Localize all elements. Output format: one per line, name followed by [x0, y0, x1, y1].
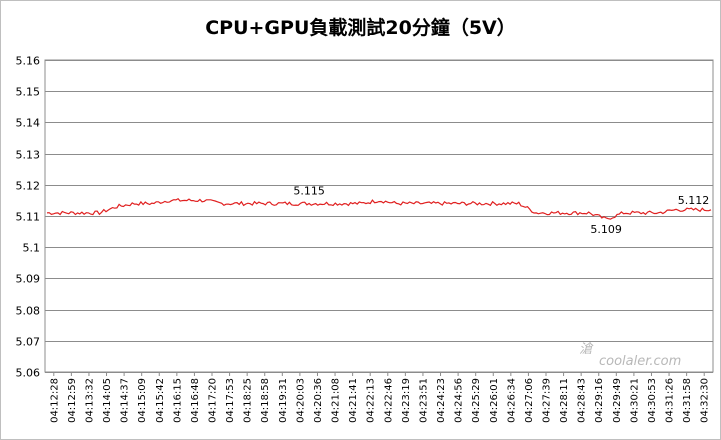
x-tick-label: 04:31:26: [665, 378, 676, 423]
x-tick-label: 04:22:13: [366, 378, 377, 423]
x-tick-label: 04:25:29: [471, 378, 482, 423]
y-tick-label: 5.11: [16, 211, 41, 224]
x-tick-label: 04:32:30: [700, 378, 711, 423]
x-tick-label: 04:18:25: [243, 378, 254, 423]
x-tick-label: 04:17:20: [208, 378, 219, 423]
y-tick-label: 5.13: [16, 149, 41, 162]
y-tick-label: 5.08: [16, 305, 41, 318]
x-tick-label: 04:24:56: [454, 378, 465, 423]
x-tick-label: 04:22:46: [383, 378, 394, 423]
x-tick-label: 04:27:06: [524, 378, 535, 423]
x-tick-label: 04:23:51: [418, 378, 429, 423]
x-tick-label: 04:16:15: [172, 378, 183, 423]
x-tick-label: 04:13:32: [84, 378, 95, 423]
y-tick-label: 5.12: [16, 180, 41, 193]
series-line: [46, 197, 712, 220]
x-tick-label: 04:24:23: [436, 378, 447, 423]
x-tick-label: 04:15:09: [137, 378, 148, 423]
x-tick-label: 04:20:03: [295, 378, 306, 423]
watermark-text: coolaler.com: [599, 354, 681, 369]
chart-title: CPU+GPU負載測試20分鐘（5V）: [205, 17, 516, 39]
x-tick-label: 04:27:39: [542, 378, 553, 423]
x-tick-label: 04:30:53: [647, 378, 658, 423]
y-tick-label: 5.09: [16, 273, 41, 286]
data-label: 5.115: [293, 184, 325, 197]
y-tick-label: 5.15: [16, 86, 41, 99]
y-tick-label: 5.14: [16, 117, 41, 130]
x-tick-label: 04:21:41: [348, 378, 359, 423]
x-tick-label: 04:19:31: [278, 378, 289, 423]
x-tick-label: 04:30:21: [629, 378, 640, 423]
x-tick-label: 04:17:53: [225, 378, 236, 423]
x-tick-label: 04:26:01: [489, 378, 500, 423]
x-tick-label: 04:29:49: [612, 378, 623, 423]
y-tick-label: 5.06: [16, 367, 41, 380]
data-label: 5.112: [678, 194, 710, 207]
x-tick-label: 04:14:37: [120, 378, 131, 423]
x-tick-label: 04:23:19: [401, 378, 412, 423]
x-tick-label: 04:28:43: [577, 378, 588, 423]
x-tick-label: 04:31:58: [682, 378, 693, 423]
x-tick-label: 04:26:34: [506, 378, 517, 423]
x-tick-label: 04:14:05: [102, 378, 113, 423]
x-tick-label: 04:28:11: [559, 378, 570, 423]
x-tick-label: 04:16:48: [190, 378, 201, 423]
x-tick-label: 04:12:28: [49, 378, 60, 423]
x-tick-label: 04:29:16: [594, 378, 605, 423]
data-label: 5.109: [590, 223, 622, 236]
x-tick-label: 04:12:59: [67, 378, 78, 423]
x-tick-label: 04:15:42: [155, 378, 166, 423]
x-tick-label: 04:18:58: [260, 378, 271, 423]
x-tick-label: 04:21:08: [331, 378, 342, 423]
x-tick-label: 04:20:36: [313, 378, 324, 423]
y-tick-label: 5.16: [16, 55, 41, 68]
y-tick-label: 5.1: [23, 242, 41, 255]
y-tick-label: 5.07: [16, 336, 41, 349]
watermark-glyph: 滄: [579, 342, 594, 357]
